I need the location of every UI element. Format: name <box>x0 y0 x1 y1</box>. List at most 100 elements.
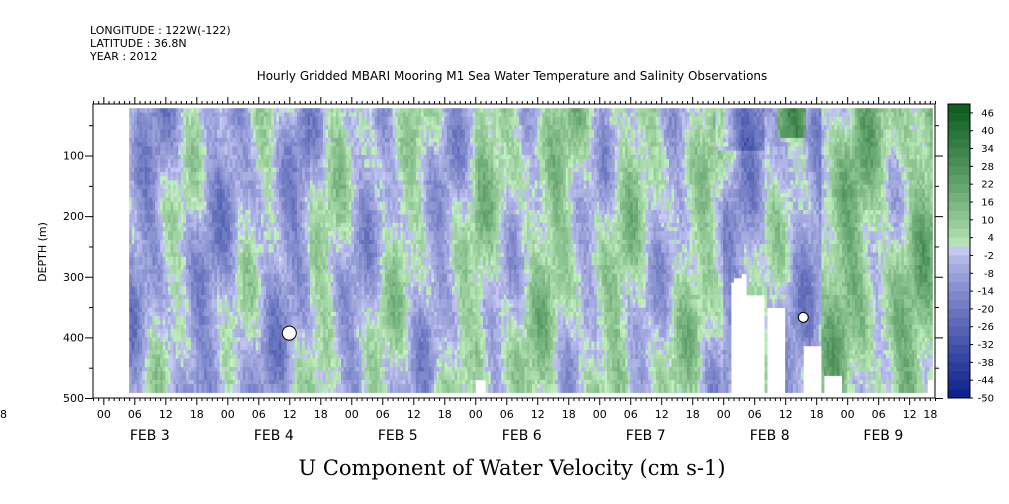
field-cell <box>227 159 230 164</box>
field-cell <box>152 359 155 364</box>
field-cell <box>183 168 186 173</box>
field-cell <box>181 130 184 135</box>
field-cell <box>140 189 143 194</box>
field-cell <box>214 180 217 185</box>
field-cell <box>305 155 308 160</box>
field-cell <box>230 287 233 292</box>
field-cell <box>152 287 155 292</box>
field-cell <box>227 108 230 113</box>
field-cell <box>137 227 140 232</box>
field-cell <box>266 163 269 168</box>
field-cell <box>292 303 295 308</box>
field-cell <box>284 270 287 275</box>
field-cell <box>266 354 269 359</box>
field-cell <box>318 270 321 275</box>
field-cell <box>183 295 186 300</box>
field-cell <box>289 219 292 224</box>
field-cell <box>140 278 143 283</box>
field-cell <box>155 168 158 173</box>
field-cell <box>230 146 233 151</box>
field-cell <box>217 117 220 122</box>
field-cell <box>194 193 197 198</box>
field-cell <box>168 172 171 177</box>
field-cell <box>202 130 205 135</box>
field-cell <box>207 274 210 279</box>
field-cell <box>202 206 205 211</box>
field-cell <box>178 384 181 389</box>
field-cell <box>320 210 323 215</box>
field-cell <box>269 219 272 224</box>
field-cell <box>271 168 274 173</box>
field-cell <box>307 371 310 376</box>
field-cell <box>230 142 233 147</box>
field-cell <box>150 240 153 245</box>
field-cell <box>240 108 243 113</box>
field-cell <box>217 274 220 279</box>
field-cell <box>202 155 205 160</box>
field-cell <box>214 257 217 262</box>
field-cell <box>248 185 251 190</box>
field-cell <box>152 163 155 168</box>
field-cell <box>318 113 321 118</box>
field-cell <box>186 380 189 385</box>
field-cell <box>134 380 137 385</box>
field-cell <box>248 282 251 287</box>
field-cell <box>202 168 205 173</box>
field-cell <box>173 291 176 296</box>
field-cell <box>137 231 140 236</box>
field-cell <box>313 130 316 135</box>
field-cell <box>134 367 137 372</box>
field-cell <box>230 265 233 270</box>
field-cell <box>137 384 140 389</box>
field-cell <box>307 342 310 347</box>
field-cell <box>248 253 251 258</box>
field-cell <box>230 308 233 313</box>
field-cell <box>274 138 277 143</box>
field-cell <box>134 359 137 364</box>
field-cell <box>132 261 135 266</box>
field-cell <box>302 367 305 372</box>
field-cell <box>132 134 135 139</box>
field-cell <box>207 155 210 160</box>
field-cell <box>258 240 261 245</box>
field-cell <box>196 265 199 270</box>
field-cell <box>132 350 135 355</box>
field-cell <box>178 282 181 287</box>
field-cell <box>140 265 143 270</box>
field-cell <box>199 316 202 321</box>
field-cell <box>191 146 194 151</box>
field-cell <box>307 291 310 296</box>
field-cell <box>158 278 161 283</box>
field-cell <box>183 244 186 249</box>
field-cell <box>320 248 323 253</box>
field-cell <box>230 253 233 258</box>
field-cell <box>168 125 171 130</box>
field-cell <box>142 287 145 292</box>
field-cell <box>181 248 184 253</box>
field-cell <box>269 134 272 139</box>
field-cell <box>178 257 181 262</box>
field-cell <box>132 376 135 381</box>
field-cell <box>214 108 217 113</box>
field-cell <box>137 236 140 241</box>
field-cell <box>258 117 261 122</box>
field-cell <box>171 359 174 364</box>
field-cell <box>150 274 153 279</box>
field-cell <box>202 202 205 207</box>
field-cell <box>297 295 300 300</box>
field-cell <box>152 354 155 359</box>
field-cell <box>261 185 264 190</box>
field-cell <box>194 231 197 236</box>
field-cell <box>271 108 274 113</box>
field-cell <box>266 134 269 139</box>
field-cell <box>134 223 137 228</box>
field-cell <box>313 359 316 364</box>
field-cell <box>282 202 285 207</box>
field-cell <box>233 325 236 330</box>
field-cell <box>173 121 176 126</box>
field-cell <box>183 151 186 156</box>
field-cell <box>318 265 321 270</box>
field-cell <box>173 193 176 198</box>
field-cell <box>258 189 261 194</box>
field-cell <box>289 316 292 321</box>
